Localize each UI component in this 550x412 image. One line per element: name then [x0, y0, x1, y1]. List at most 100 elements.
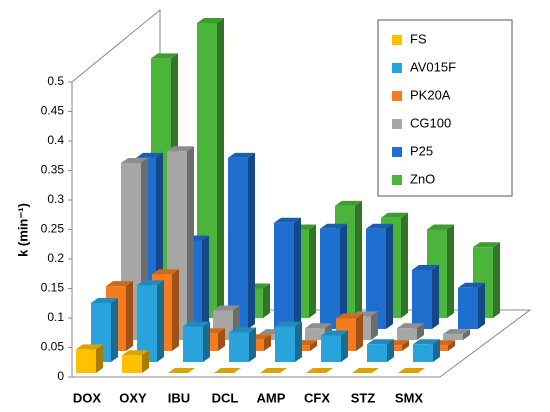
bar-face	[458, 287, 478, 329]
bar	[183, 321, 210, 362]
bar-face	[371, 311, 378, 340]
bar-face	[183, 326, 203, 362]
bar-face	[183, 321, 210, 327]
bar-face	[213, 305, 240, 311]
bar-face	[367, 344, 387, 362]
y-tick-label: 0.1	[47, 310, 64, 324]
x-tick-label: DCL	[212, 390, 239, 405]
bar-face	[443, 334, 463, 340]
bar-face	[473, 242, 500, 248]
bar-face	[229, 332, 249, 362]
bar-face	[432, 265, 439, 329]
y-tick-label: 0.15	[41, 281, 65, 295]
bar	[76, 344, 103, 373]
bar-face	[126, 281, 133, 351]
bar	[228, 152, 255, 329]
bar-face	[305, 328, 325, 340]
x-tick-label: STZ	[351, 390, 376, 405]
bar	[321, 330, 348, 362]
legend-label: CG100	[410, 115, 451, 130]
legend-label: P25	[410, 143, 433, 158]
bar-face	[398, 368, 425, 373]
bar	[214, 368, 241, 373]
bar	[168, 368, 195, 373]
bar	[352, 368, 379, 373]
legend	[377, 19, 513, 197]
bar-face	[356, 313, 363, 351]
bar-face	[321, 335, 341, 362]
legend-swatch	[392, 147, 402, 157]
bar-face	[397, 323, 424, 329]
y-tick-label: 0.45	[41, 104, 65, 118]
bar-face	[197, 18, 224, 23]
bar-face	[381, 212, 408, 218]
bar-face	[157, 280, 164, 362]
bar-face	[366, 223, 393, 229]
bar	[229, 327, 256, 362]
bar	[275, 321, 302, 362]
bar-face	[263, 283, 270, 318]
y-tick-label: 0.5	[47, 74, 64, 88]
bar-face	[478, 282, 485, 329]
bar	[398, 368, 425, 373]
bar-face	[305, 323, 332, 329]
y-tick-label: 0.4	[47, 133, 64, 147]
legend-label: PK20A	[410, 87, 451, 102]
bar	[397, 323, 424, 340]
bar	[443, 329, 470, 340]
bar-face	[309, 224, 316, 318]
bar-face	[218, 328, 225, 351]
x-tick-label: IBU	[168, 390, 190, 405]
bar-face	[413, 344, 433, 362]
bar-face	[172, 269, 179, 351]
bar-face	[168, 368, 195, 373]
bar	[366, 223, 393, 329]
bar-face	[167, 146, 194, 152]
bar-face	[463, 329, 470, 340]
y-tick-label: 0.3	[47, 192, 64, 206]
x-tick-label: CFX	[304, 390, 330, 405]
bar-face	[187, 146, 194, 340]
bar	[367, 339, 394, 362]
legend-label: FS	[410, 31, 427, 46]
bar	[412, 265, 439, 329]
bar	[274, 217, 301, 329]
bar	[413, 339, 440, 362]
legend-swatch	[392, 63, 402, 73]
bar	[137, 280, 164, 362]
bar-face	[76, 344, 103, 350]
bar-face	[387, 339, 394, 362]
legend-swatch	[392, 35, 402, 45]
bar-face	[417, 323, 424, 340]
bar-face	[142, 350, 149, 373]
legend-swatch	[392, 175, 402, 185]
bar-face	[397, 328, 417, 340]
bar-face	[228, 152, 255, 158]
legend-swatch	[392, 119, 402, 129]
bar-face	[355, 200, 362, 318]
bar-face	[413, 339, 440, 345]
bar-face	[320, 223, 347, 229]
bar	[458, 282, 485, 329]
bar-face	[248, 152, 255, 329]
bar-face	[493, 242, 500, 318]
bar-face	[217, 18, 224, 318]
y-tick-label: 0.35	[41, 163, 65, 177]
bar-face	[121, 158, 148, 163]
bar-face	[352, 368, 379, 373]
bar-face	[320, 228, 340, 329]
bar-face	[310, 340, 317, 351]
bar-face	[228, 157, 248, 329]
x-tick-label: OXY	[119, 390, 147, 405]
bar-face	[336, 313, 363, 319]
bar-face	[136, 152, 163, 158]
bar-face	[264, 334, 271, 351]
bar-face	[137, 280, 164, 286]
bar-face	[91, 298, 118, 303]
y-tick-label: 0.25	[41, 222, 65, 236]
bar-face	[214, 368, 241, 373]
bar-face	[321, 330, 348, 336]
bar-face	[412, 265, 439, 270]
bar-face	[106, 281, 133, 287]
